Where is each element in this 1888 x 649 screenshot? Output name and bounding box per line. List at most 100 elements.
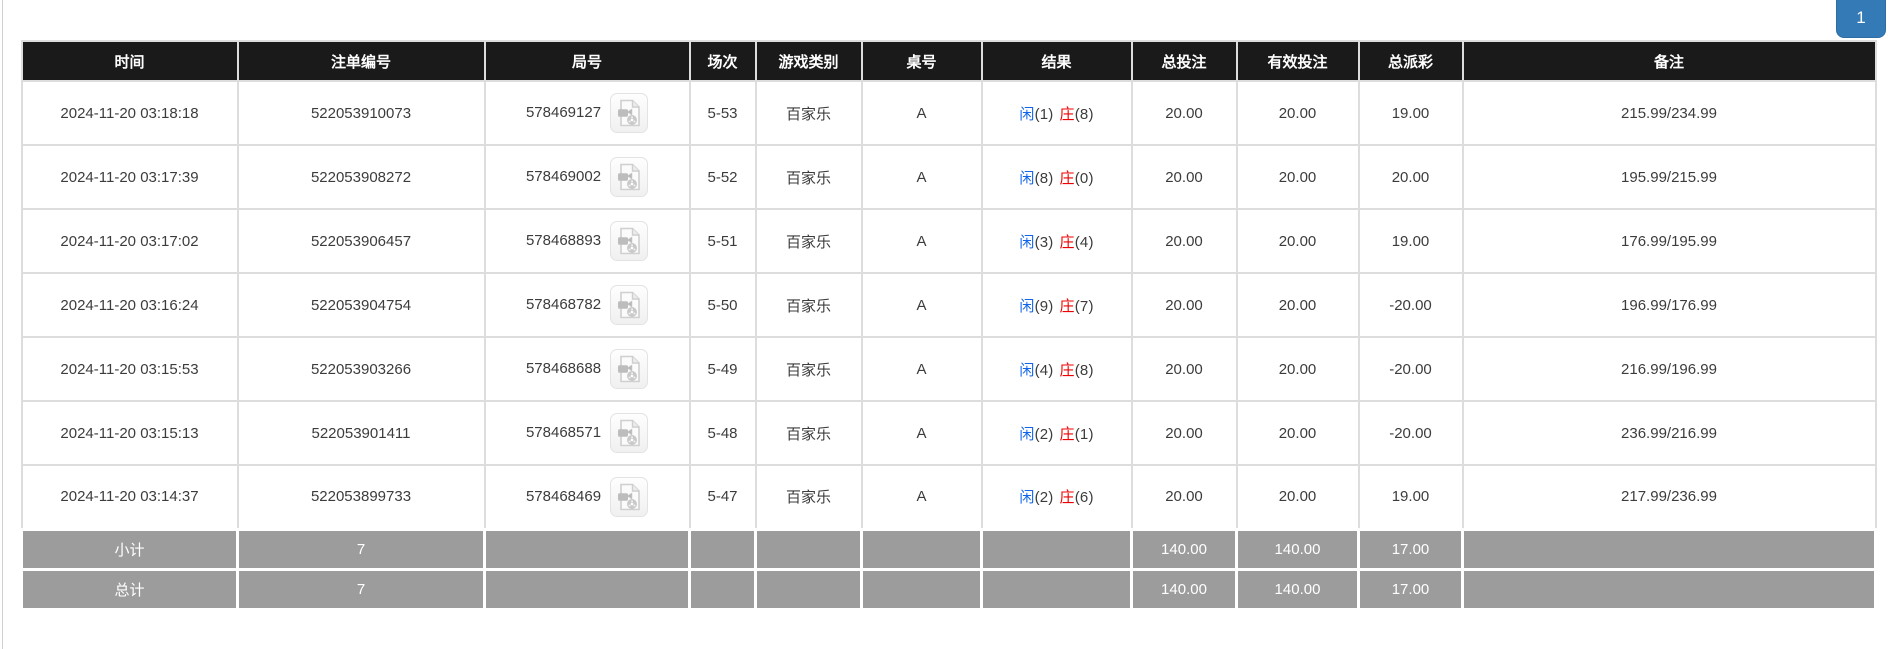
subtotal-empty-cell bbox=[860, 527, 983, 571]
bet-record-row: 2024-11-20 03:15:53 522053903266 5784686… bbox=[20, 336, 1877, 402]
round-id: 578469002 bbox=[525, 167, 602, 185]
cell-payout: 19.00 bbox=[1357, 80, 1464, 146]
video-replay-button[interactable] bbox=[610, 285, 649, 325]
cell-session: 5-50 bbox=[688, 272, 757, 338]
cell-round: 578469002 bbox=[483, 144, 691, 210]
result-banker-score: (7) bbox=[1074, 297, 1094, 315]
subtotal-empty-cell bbox=[754, 527, 863, 571]
table-header-row: 时间 注单编号 局号 场次 游戏类别 桌号 结果 总投注 有效投注 总派彩 备注 bbox=[20, 40, 1877, 82]
result-banker-label: 庄 bbox=[1059, 233, 1075, 251]
video-replay-button[interactable] bbox=[610, 476, 649, 517]
video-file-icon bbox=[618, 291, 640, 319]
cell-valid-bet: 20.00 bbox=[1235, 272, 1360, 338]
result-player-score: (1) bbox=[1034, 105, 1054, 123]
column-header-remark: 备注 bbox=[1461, 40, 1877, 82]
cell-payout: -20.00 bbox=[1357, 400, 1464, 466]
cell-total-bet[interactable]: 20.00 bbox=[1130, 144, 1238, 210]
cell-session: 5-48 bbox=[688, 400, 757, 466]
result-banker-score: (8) bbox=[1074, 361, 1094, 379]
result-player-label: 闲 bbox=[1019, 361, 1035, 379]
video-file-icon bbox=[618, 483, 640, 511]
cell-remark: 215.99/234.99 bbox=[1461, 80, 1877, 146]
grand-total-empty-cell bbox=[1461, 567, 1877, 611]
video-replay-button[interactable] bbox=[610, 221, 649, 261]
cell-bet-id: 522053904754 bbox=[236, 272, 486, 338]
bet-record-row: 2024-11-20 03:14:37 522053899733 5784684… bbox=[20, 464, 1877, 530]
result-player-label: 闲 bbox=[1019, 105, 1035, 123]
cell-remark: 176.99/195.99 bbox=[1461, 208, 1877, 274]
cell-session: 5-51 bbox=[688, 208, 757, 274]
result-banker-score: (8) bbox=[1074, 105, 1094, 123]
video-file-icon bbox=[618, 163, 640, 191]
cell-valid-bet: 20.00 bbox=[1235, 144, 1360, 210]
subtotal-empty-cell bbox=[688, 527, 757, 571]
grand-total-label: 总计 bbox=[20, 567, 239, 611]
cell-total-bet[interactable]: 20.00 bbox=[1130, 272, 1238, 338]
column-header-payout: 总派彩 bbox=[1357, 40, 1464, 82]
cell-result: 闲(3) 庄(4) bbox=[980, 208, 1133, 274]
cell-table-no: A bbox=[860, 144, 983, 210]
subtotal-total-bet: 140.00 bbox=[1130, 527, 1238, 571]
cell-total-bet[interactable]: 20.00 bbox=[1130, 80, 1238, 146]
result-player-label: 闲 bbox=[1019, 233, 1035, 251]
result-player-label: 闲 bbox=[1019, 489, 1035, 507]
cell-round: 578468782 bbox=[483, 272, 691, 338]
cell-table-no: A bbox=[860, 80, 983, 146]
round-id: 578468571 bbox=[525, 423, 602, 441]
grand-total-row: 总计 7 140.00 140.00 17.00 bbox=[20, 567, 1877, 611]
result-player-score: (4) bbox=[1034, 361, 1054, 379]
cell-total-bet[interactable]: 20.00 bbox=[1130, 336, 1238, 402]
cell-remark: 216.99/196.99 bbox=[1461, 336, 1877, 402]
cell-game-type: 百家乐 bbox=[754, 144, 863, 210]
bet-history-table: 时间 注单编号 局号 场次 游戏类别 桌号 结果 总投注 有效投注 总派彩 备注… bbox=[20, 40, 1877, 611]
round-id: 578468893 bbox=[525, 231, 602, 249]
cell-total-bet[interactable]: 20.00 bbox=[1130, 464, 1238, 530]
cell-result: 闲(1) 庄(8) bbox=[980, 80, 1133, 146]
subtotal-payout: 17.00 bbox=[1357, 527, 1464, 571]
cell-game-type: 百家乐 bbox=[754, 336, 863, 402]
result-player-score: (2) bbox=[1034, 425, 1054, 443]
video-replay-button[interactable] bbox=[610, 413, 649, 453]
cell-round: 578468893 bbox=[483, 208, 691, 274]
result-player-label: 闲 bbox=[1019, 425, 1035, 443]
column-header-valid-bet: 有效投注 bbox=[1235, 40, 1360, 82]
cell-total-bet[interactable]: 20.00 bbox=[1130, 400, 1238, 466]
subtotal-row: 小计 7 140.00 140.00 17.00 bbox=[20, 527, 1877, 571]
cell-remark: 195.99/215.99 bbox=[1461, 144, 1877, 210]
cell-valid-bet: 20.00 bbox=[1235, 464, 1360, 530]
round-id: 578468782 bbox=[525, 295, 602, 313]
video-file-icon bbox=[618, 355, 640, 383]
cell-game-type: 百家乐 bbox=[754, 464, 863, 530]
subtotal-empty-cell bbox=[1461, 527, 1877, 571]
result-banker-label: 庄 bbox=[1059, 425, 1075, 443]
pagination-page-1-button[interactable]: 1 bbox=[1836, 0, 1886, 38]
video-file-icon bbox=[618, 99, 640, 127]
left-border-line bbox=[2, 0, 3, 649]
result-player-score: (8) bbox=[1034, 169, 1054, 187]
result-player-label: 闲 bbox=[1019, 297, 1035, 315]
grand-total-empty-cell bbox=[754, 567, 863, 611]
grand-total-total-bet: 140.00 bbox=[1130, 567, 1238, 611]
cell-bet-id: 522053901411 bbox=[236, 400, 486, 466]
cell-total-bet[interactable]: 20.00 bbox=[1130, 208, 1238, 274]
column-header-result: 结果 bbox=[980, 40, 1133, 82]
subtotal-label: 小计 bbox=[20, 527, 239, 571]
result-banker-score: (1) bbox=[1074, 425, 1094, 443]
cell-session: 5-47 bbox=[688, 464, 757, 530]
cell-time: 2024-11-20 03:17:02 bbox=[20, 208, 239, 274]
result-player-score: (3) bbox=[1034, 233, 1054, 251]
video-replay-button[interactable] bbox=[610, 157, 649, 197]
cell-game-type: 百家乐 bbox=[754, 80, 863, 146]
result-banker-label: 庄 bbox=[1059, 105, 1075, 123]
video-replay-button[interactable] bbox=[610, 349, 649, 389]
video-replay-button[interactable] bbox=[610, 93, 649, 133]
round-id: 578468469 bbox=[525, 487, 602, 505]
bet-record-row: 2024-11-20 03:15:13 522053901411 5784685… bbox=[20, 400, 1877, 466]
cell-valid-bet: 20.00 bbox=[1235, 336, 1360, 402]
cell-round: 578468688 bbox=[483, 336, 691, 402]
cell-payout: 19.00 bbox=[1357, 464, 1464, 530]
column-header-table-no: 桌号 bbox=[860, 40, 983, 82]
cell-game-type: 百家乐 bbox=[754, 400, 863, 466]
cell-bet-id: 522053903266 bbox=[236, 336, 486, 402]
